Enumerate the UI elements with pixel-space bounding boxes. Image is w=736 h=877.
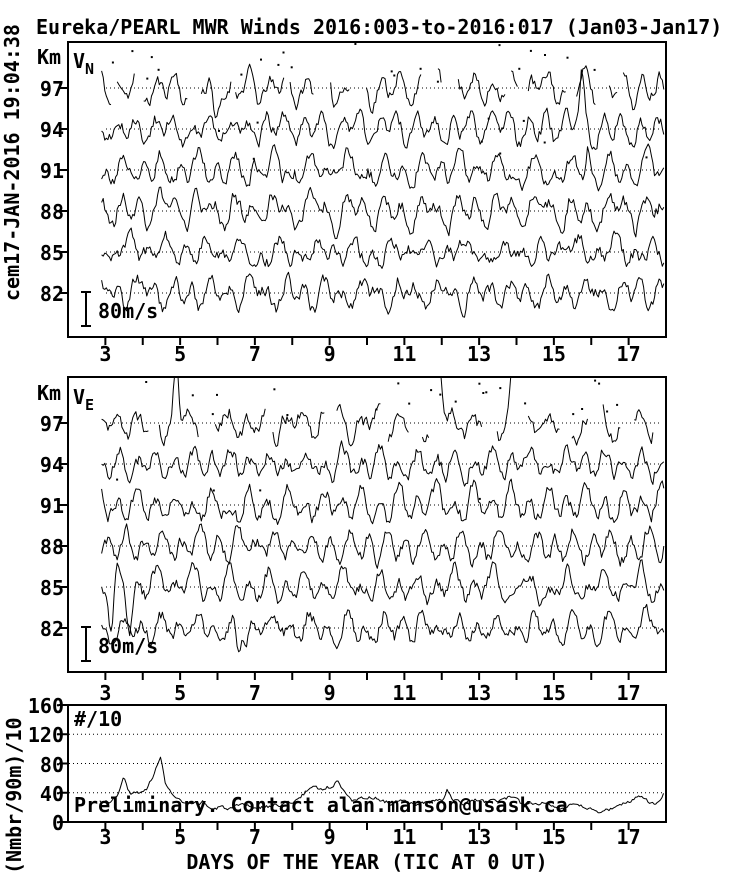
- x-tick-label: 13: [467, 825, 492, 849]
- counts-panel-label: #/10: [74, 707, 123, 731]
- x-tick-label: 13: [467, 342, 492, 366]
- y-tick-label: 94: [39, 118, 64, 142]
- x-tick-label: 17: [616, 342, 641, 366]
- x-tick-label: 15: [541, 342, 566, 366]
- x-tick-label: 15: [541, 681, 566, 705]
- panel-label-vn: VN: [73, 49, 94, 78]
- scale-bar-label-vn: 80m/s: [98, 299, 159, 323]
- y-tick-label: 91: [39, 159, 64, 183]
- x-tick-label: 11: [392, 681, 417, 705]
- panel-label-vn-main: V: [73, 49, 86, 73]
- x-tick-label: 3: [99, 825, 112, 849]
- x-tick-label: 7: [248, 681, 261, 705]
- panel-label-ve-main: V: [73, 385, 86, 409]
- x-tick-label: 15: [541, 825, 566, 849]
- y-unit-label-ve: Km: [37, 381, 62, 405]
- x-axis-title: DAYS OF THE YEAR (TIC AT 0 UT): [186, 850, 548, 874]
- page-title: Eureka/PEARL MWR Winds 2016:003-to-2016:…: [36, 15, 723, 39]
- x-tick-label: 13: [467, 681, 492, 705]
- panel-label-ve: VE: [73, 385, 94, 414]
- x-tick-label: 9: [323, 342, 336, 366]
- x-tick-label: 5: [174, 342, 187, 366]
- y-tick-label: 0: [51, 811, 64, 835]
- x-tick-label: 7: [248, 825, 261, 849]
- x-tick-label: 17: [616, 681, 641, 705]
- x-tick-label: 3: [99, 681, 112, 705]
- x-tick-label: 3: [99, 342, 112, 366]
- preliminary-contact-note: Preliminary. Contact alan.manson@usask.c…: [74, 793, 568, 817]
- y-tick-label: 97: [39, 77, 64, 101]
- y-tick-label: 40: [39, 781, 64, 806]
- panel-label-ve-sub: E: [85, 396, 95, 414]
- y-tick-label: 120: [27, 723, 64, 748]
- y-tick-label: 160: [27, 694, 64, 718]
- scale-bar-label-ve: 80m/s: [98, 634, 159, 658]
- x-tick-label: 17: [616, 825, 641, 849]
- y-tick-label: 80: [39, 752, 64, 777]
- y-tick-label: 88: [39, 535, 64, 559]
- y-tick-label: 85: [39, 241, 64, 265]
- y-tick-label: 88: [39, 200, 64, 224]
- x-tick-label: 5: [174, 825, 187, 849]
- x-tick-label: 7: [248, 342, 261, 366]
- x-tick-label: 9: [323, 681, 336, 705]
- y-tick-label: 91: [39, 494, 64, 518]
- x-tick-label: 5: [174, 681, 187, 705]
- y-tick-label: 82: [39, 617, 64, 641]
- x-tick-label: 9: [323, 825, 336, 849]
- y-tick-label: 82: [39, 282, 64, 306]
- x-tick-label: 11: [392, 825, 417, 849]
- y-tick-label: 97: [39, 412, 64, 436]
- y-tick-label: 94: [39, 453, 64, 477]
- y-unit-label-vn: Km: [37, 45, 62, 69]
- panel-label-vn-sub: N: [85, 60, 95, 78]
- x-tick-label: 11: [392, 342, 417, 366]
- y-tick-label: 85: [39, 576, 64, 600]
